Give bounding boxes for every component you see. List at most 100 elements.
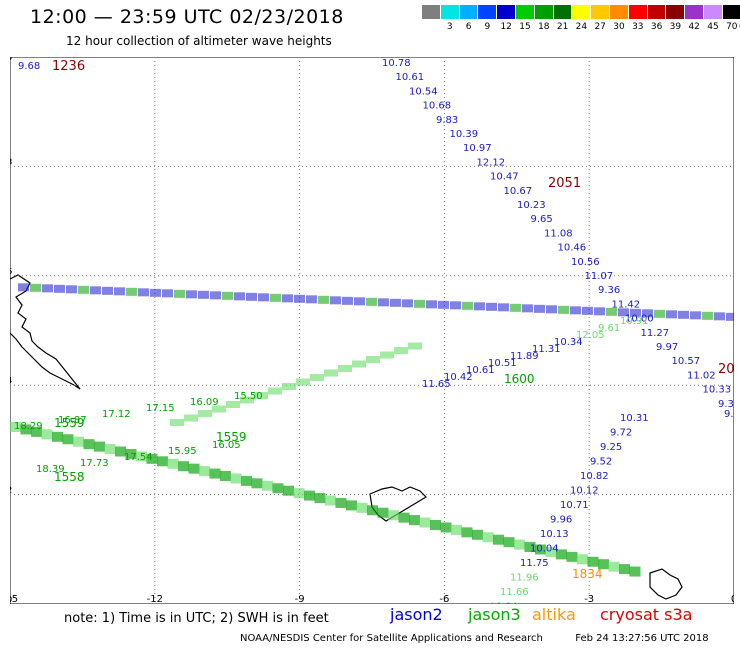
- pass-time-label: 1559: [216, 430, 247, 444]
- longitude-label: -15: [10, 594, 18, 604]
- legend-swatch: [685, 5, 704, 19]
- track-segment: [188, 463, 200, 474]
- track-segment: [283, 485, 294, 496]
- coastline: [10, 274, 683, 600]
- pass-time-label: 1559: [54, 416, 85, 430]
- altimeter-tracks: [10, 283, 734, 577]
- legend-swatch: [628, 5, 648, 19]
- shetland-coastline: [649, 568, 683, 600]
- dense-track-segment: [414, 299, 425, 308]
- dense-track-segment: [666, 310, 677, 319]
- track-segment: [514, 539, 525, 550]
- legend-swatch: [440, 5, 460, 19]
- track-segment: [136, 451, 147, 462]
- wave-height-value: 15.95: [168, 446, 197, 457]
- wave-height-value: 10.56: [571, 257, 600, 268]
- latitude-label: 62: [10, 486, 12, 495]
- dense-track-segment: [426, 300, 437, 309]
- wave-height-value: 11.07: [585, 271, 614, 282]
- legend-label: 3: [446, 22, 453, 32]
- legend-swatch: [459, 5, 479, 19]
- track-segment: [94, 441, 105, 452]
- track-segment: [556, 549, 567, 560]
- wave-height-value: 17.12: [102, 409, 131, 420]
- dense-track-segment: [306, 295, 317, 304]
- dense-track-segment: [462, 301, 473, 310]
- credit-text: NOAA/NESDIS Center for Satellite Applica…: [240, 633, 543, 644]
- legend-swatch: [703, 5, 723, 19]
- dense-track-segment: [270, 293, 281, 302]
- wave-height-value: 9.36: [598, 285, 620, 296]
- track-segment: [587, 556, 599, 567]
- map-axis-labels: -15 -12 -9 -6 -3 0 70 68 66 64 62 60: [10, 57, 734, 604]
- latitude-label: 60: [10, 595, 12, 604]
- track-segment: [146, 453, 158, 464]
- wave-height-value: 10.33: [703, 385, 732, 396]
- latitude-label: 66: [10, 267, 12, 276]
- longitude-label: -9: [295, 594, 305, 604]
- wave-height-value: 11.08: [544, 228, 573, 239]
- track-segment: [240, 396, 254, 404]
- track-segment: [409, 515, 420, 526]
- wave-height-value: 12.05: [576, 330, 605, 341]
- track-segment: [394, 347, 408, 354]
- dense-track-segment: [450, 301, 461, 310]
- legend-swatch: [422, 5, 441, 19]
- track-segment: [10, 422, 21, 432]
- wave-height-value: 10.08: [734, 413, 735, 424]
- track-segment: [325, 495, 336, 506]
- dense-track-segment: [114, 287, 125, 296]
- track-segment: [535, 544, 546, 555]
- pass-time-label: 1236: [52, 59, 85, 74]
- track-segment: [198, 410, 212, 417]
- track-segment: [73, 436, 84, 447]
- wave-height-value: 9.72: [610, 428, 632, 439]
- wave-height-value: 9.65: [531, 214, 553, 225]
- longitude-label: 0: [731, 594, 734, 604]
- dense-track-segment: [570, 306, 581, 315]
- dense-track-segment: [174, 289, 185, 298]
- legend-swatch: [534, 5, 554, 19]
- wave-height-value: 10.04: [530, 544, 559, 555]
- wave-height-value: 18.29: [14, 421, 43, 432]
- dense-track-segment: [294, 294, 305, 303]
- dense-track-segment: [546, 305, 557, 314]
- altimeter-map: 10.78 10.61 10.54 10.68 9.83 10.39 10.97 12.12 1…: [10, 57, 734, 604]
- dense-track-segment: [534, 304, 545, 313]
- legend-label: 9: [484, 22, 491, 32]
- dense-track-segment: [78, 285, 89, 294]
- wave-height-value: 9.39: [718, 399, 734, 410]
- track-segment: [482, 532, 494, 543]
- color-scale-swatches: [422, 5, 740, 19]
- legend-label: 70: [726, 22, 738, 32]
- track-segment: [352, 360, 366, 368]
- legend-swatch: [609, 5, 629, 19]
- wave-height-value: 10.00: [625, 314, 654, 325]
- track-segment: [83, 439, 95, 450]
- dense-track-segment: [582, 306, 593, 315]
- track-segment: [366, 356, 380, 363]
- wave-height-value: 10.46: [558, 243, 587, 254]
- dense-track-segment: [690, 311, 701, 320]
- legend-swatch: [666, 5, 686, 19]
- track-segment: [52, 431, 63, 442]
- wave-height-value: 10.91: [620, 316, 649, 327]
- dense-track-segment: [702, 311, 713, 320]
- track-segment: [335, 497, 347, 508]
- pass-time-label: 1834: [572, 567, 603, 581]
- track-segment: [170, 419, 184, 426]
- track-segment: [254, 392, 268, 399]
- footer-credit: NOAA/NESDIS Center for Satellite Applica…: [240, 633, 709, 644]
- track-segment: [598, 559, 609, 570]
- legend-label: 39: [669, 22, 682, 32]
- wave-height-value: 17.54: [124, 452, 153, 463]
- track-segment: [524, 542, 536, 553]
- dense-track-segment: [66, 285, 77, 294]
- track-segment: [377, 507, 389, 518]
- dense-track-segment: [474, 302, 485, 311]
- track-segment: [251, 478, 263, 489]
- legend-swatch: [497, 5, 516, 19]
- wave-height-value: 10.42: [444, 372, 473, 383]
- legend-label: 6: [465, 22, 472, 32]
- track-segment: [293, 488, 305, 499]
